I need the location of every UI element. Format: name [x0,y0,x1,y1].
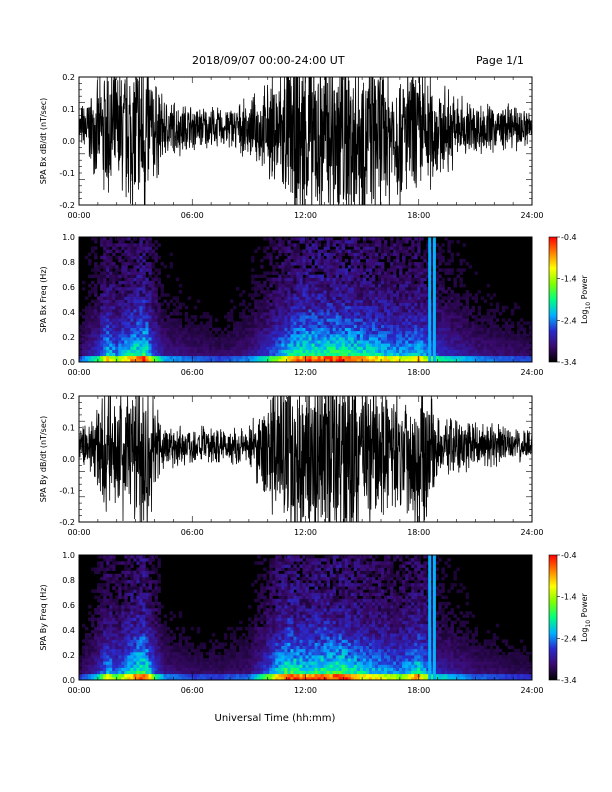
y-tick-label: 0.8 [62,576,75,585]
x-tick-label: 18:00 [407,528,430,537]
y-axis-title: SPA By Freq (Hz) [39,584,48,650]
colorbar-tick-label: -3.4 [561,358,577,367]
y-tick-label: 0.4 [62,626,75,635]
y-tick-label: 0.0 [62,676,75,685]
panel-3: 0.2 0.1 0.0 -0.1 -0.200:00 06:00 12:00 18:00 24:… [39,392,544,537]
y-tick-label: 0.2 [62,392,75,401]
panel-2: -0.4 -1.4 -2.4 -3.4 Log10 Power 1.0 0.8 0.6 0.4 0… [39,233,592,377]
y-tick-label: 0.6 [62,601,75,610]
x-tick-label: 06:00 [181,528,204,537]
x-tick-label: 24:00 [520,211,543,220]
x-tick-label: 00:00 [67,528,90,537]
x-axis-title: Universal Time (hh:mm) [215,713,336,724]
y-tick-label: 0.1 [62,424,75,433]
colorbar-tick-label: -2.4 [561,316,577,325]
y-axis-title: SPA Bx Freq (Hz) [39,266,48,332]
y-tick-label: 0.0 [62,455,75,464]
y-tick-label: 0.0 [62,137,75,146]
y-tick-label: 0.2 [62,73,75,82]
page-number: Page 1/1 [476,54,524,67]
colorbar-tick-label: -2.4 [561,634,577,643]
spectrogram-stripe [432,555,436,680]
y-tick-label: 0.0 [62,358,75,367]
x-tick-label: 24:00 [520,686,543,695]
panel-4: -0.4 -1.4 -2.4 -3.4 Log10 Power 1.0 0.8 0.6 0.4 0… [39,551,592,695]
x-tick-label: 00:00 [67,211,90,220]
y-axis-title: SPA Bx dB/dt (nT/sec) [39,98,48,185]
x-tick-label: 12:00 [294,528,317,537]
x-tick-label: 24:00 [520,528,543,537]
y-tick-label: 0.6 [62,283,75,292]
spectrogram-stripe [428,237,432,362]
spectrogram-cells [79,555,532,680]
page-title: 2018/09/07 00:00-24:00 UT [192,54,345,67]
colorbar-tick-label: -0.4 [561,551,577,560]
y-tick-label: 0.2 [62,333,75,342]
panel-1: 0.2 0.1 0.0 -0.1 -0.200:00 06:00 12:00 18:00 24:… [39,73,544,220]
waveform-series [79,396,532,522]
x-tick-label: 00:00 [67,368,90,377]
spectrogram-stripe [428,555,432,680]
y-tick-label: -0.2 [59,518,75,527]
y-axis-title: SPA By dB/dt (nT/sec) [39,416,48,503]
x-tick-label: 12:00 [294,686,317,695]
spectrogram-stripe [432,237,436,362]
colorbar-title: Log10 Power [580,592,592,641]
x-tick-label: 18:00 [407,686,430,695]
y-tick-label: 0.1 [62,105,75,114]
x-tick-label: 06:00 [181,368,204,377]
x-tick-label: 12:00 [294,368,317,377]
y-tick-label: 1.0 [62,551,75,560]
colorbar-tick-label: -3.4 [561,676,577,685]
colorbar-tick-label: -0.4 [561,233,577,242]
spectrogram-cells [79,237,532,362]
y-tick-label: 0.4 [62,308,75,317]
x-tick-label: 06:00 [181,211,204,220]
colorbar-tick-label: -1.4 [561,593,577,602]
x-tick-label: 12:00 [294,211,317,220]
y-tick-label: -0.1 [59,169,75,178]
x-tick-label: 06:00 [181,686,204,695]
colorbar [548,236,558,363]
colorbar [548,554,558,681]
x-tick-label: 00:00 [67,686,90,695]
x-tick-label: 18:00 [407,368,430,377]
colorbar-tick-label: -1.4 [561,275,577,284]
y-tick-label: -0.2 [59,201,75,210]
x-tick-label: 24:00 [520,368,543,377]
y-tick-label: 0.8 [62,258,75,267]
y-tick-label: 0.2 [62,651,75,660]
waveform-series [79,77,532,205]
y-tick-label: 1.0 [62,233,75,242]
x-tick-label: 18:00 [407,211,430,220]
colorbar-title: Log10 Power [580,274,592,323]
y-tick-label: -0.1 [59,487,75,496]
